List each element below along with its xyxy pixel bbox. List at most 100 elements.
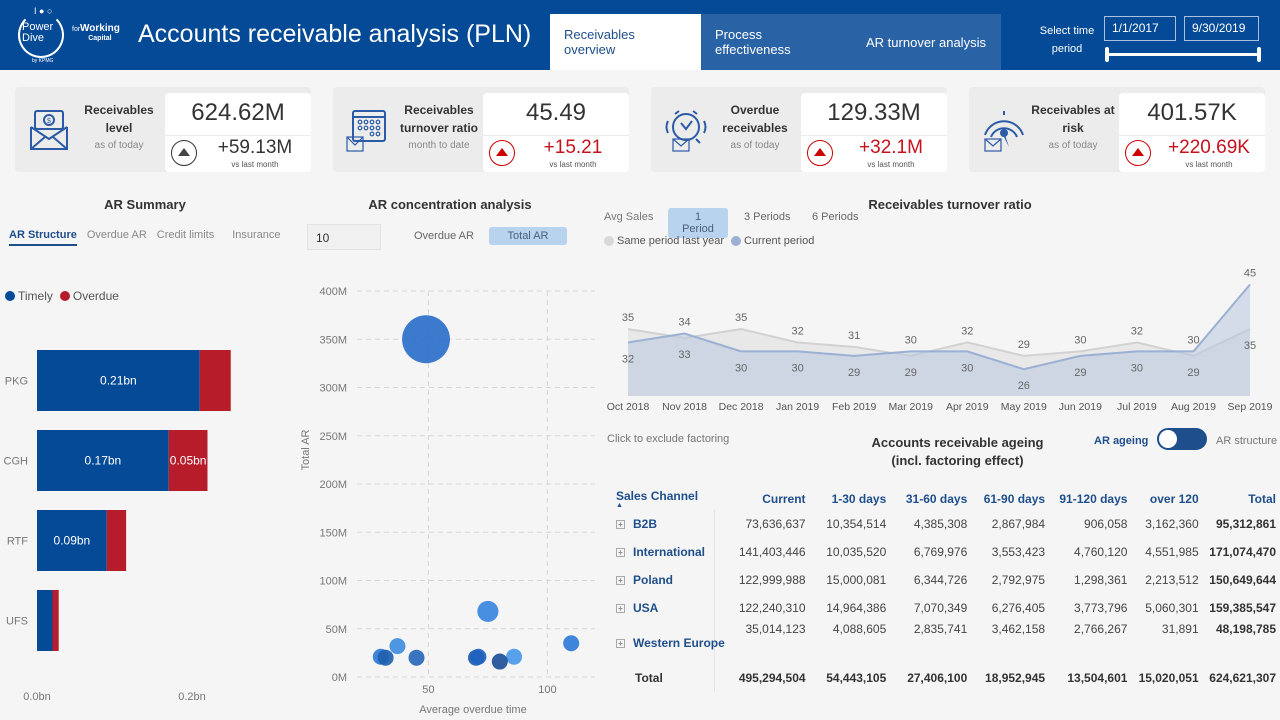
kpi-delta: +32.1M <box>859 137 923 158</box>
bubble-point[interactable] <box>389 638 406 655</box>
sales-channel-label: Poland <box>633 573 674 587</box>
tab-insurance[interactable]: Insurance <box>232 229 281 241</box>
y-tick-label: 0M <box>332 672 347 684</box>
table-row[interactable]: + B2B 73,636,637 10,354,514 4,385,308 2,867,9… <box>612 510 1280 538</box>
overdue-ar-toggle[interactable]: Overdue AR <box>414 230 474 242</box>
expand-row-icon[interactable]: + <box>616 639 625 649</box>
column-header[interactable]: Current <box>762 492 806 506</box>
bar-overdue[interactable] <box>52 590 59 651</box>
legend-last-year-dot <box>604 236 614 246</box>
tab-receivables-overview[interactable]: Receivables overview <box>550 14 701 70</box>
expand-row-icon[interactable]: + <box>616 548 625 558</box>
category-label: UFS <box>6 616 28 628</box>
data-label: 35 <box>622 312 634 324</box>
row-total-cell: 150,649,644 <box>1209 573 1276 587</box>
x-tick-label: 50 <box>422 684 434 696</box>
table-cell: 906,058 <box>1084 517 1128 531</box>
current-line[interactable] <box>627 283 1251 371</box>
bar-data-label: 0.09bn <box>54 534 91 548</box>
ageing-structure-toggle[interactable] <box>1157 428 1207 450</box>
bubble-point[interactable] <box>408 649 425 666</box>
top-n-input[interactable]: 10 <box>307 224 381 250</box>
category-label: CGH <box>4 456 29 468</box>
sales-channel-label: International <box>633 545 706 559</box>
data-label: 32 <box>961 325 973 337</box>
table-cell: 2,213,512 <box>1145 573 1199 587</box>
table-row[interactable]: + Poland 122,999,988 15,000,081 6,344,726 2,7… <box>612 566 1280 594</box>
table-cell: 2,792,975 <box>991 573 1046 587</box>
data-label: 29 <box>1018 339 1030 351</box>
bubble-point[interactable] <box>470 648 487 665</box>
data-label: 35 <box>1244 340 1256 352</box>
table-total-row[interactable]: Total 495,294,504 54,443,105 27,406,100 18,9… <box>612 664 1280 692</box>
expand-row-icon[interactable]: + <box>616 576 625 586</box>
x-tick-label: Jun 2019 <box>1059 401 1102 413</box>
bubble-point[interactable] <box>506 648 523 665</box>
table-cell: 31,891 <box>1161 622 1199 636</box>
expand-row-icon[interactable]: + <box>616 520 625 530</box>
period-3-button[interactable]: 3 Periods <box>744 211 791 223</box>
date-from-input[interactable]: 1/1/2017 <box>1104 16 1176 41</box>
column-header[interactable]: Total <box>1248 492 1276 506</box>
tab-process-effectiveness[interactable]: Process effectiveness <box>701 14 851 70</box>
last-year-line[interactable] <box>627 328 1251 357</box>
bubble-point[interactable] <box>491 653 508 670</box>
bubble-point[interactable] <box>377 649 394 666</box>
bar-timely[interactable] <box>37 590 53 651</box>
bubble-point[interactable] <box>477 600 499 622</box>
table-cell: 15,020,051 <box>1138 671 1199 685</box>
tab-credit-limits[interactable]: Credit limits <box>156 229 215 241</box>
row-total-cell: 171,074,470 <box>1209 545 1276 559</box>
data-label: 29 <box>1187 367 1199 379</box>
row-total-cell: 159,385,547 <box>1209 601 1276 615</box>
table-row[interactable]: + Western Europe 35,014,123 4,088,605 2,835,… <box>612 622 1280 664</box>
expand-row-icon[interactable]: + <box>616 604 625 614</box>
bar-overdue[interactable] <box>168 430 208 491</box>
period-6-button[interactable]: 6 Periods <box>812 211 859 223</box>
column-header[interactable]: 1-30 days <box>831 492 887 506</box>
period-slider-start-handle[interactable] <box>1105 47 1109 62</box>
date-to-input[interactable]: 9/30/2019 <box>1184 16 1259 41</box>
category-label: PKG <box>5 376 28 388</box>
calendar-money-icon <box>346 110 386 152</box>
tab-ar-structure[interactable]: AR Structure <box>9 229 77 246</box>
current-area <box>628 284 1250 396</box>
bubble-point[interactable] <box>402 315 450 364</box>
y-tick-label: 50M <box>326 624 347 636</box>
column-header[interactable]: 91-120 days <box>1059 492 1128 506</box>
period-slider-track[interactable] <box>1107 53 1259 56</box>
column-header[interactable]: 61-90 days <box>983 492 1046 506</box>
table-cell: 14,964,386 <box>826 601 887 615</box>
bar-overdue[interactable] <box>199 350 231 411</box>
ar-summary-tabs: AR Structure Overdue AR Credit limits In… <box>9 229 281 246</box>
kpi-value: 401.57K <box>1119 93 1265 135</box>
bubble-point[interactable] <box>563 635 580 652</box>
exclude-factoring-button[interactable]: Click to exclude factoring <box>607 433 730 445</box>
data-label: 30 <box>1187 334 1199 346</box>
table-row[interactable]: + International 141,403,446 10,035,520 6,769… <box>612 538 1280 566</box>
x-tick-label: Dec 2018 <box>719 401 764 413</box>
sales-channel-label: USA <box>633 601 659 615</box>
period-slider-end-handle[interactable] <box>1257 47 1261 62</box>
kpi-delta: +15.21 <box>543 137 603 158</box>
avg-sales-label: Avg Sales <box>604 211 654 223</box>
table-cell: 6,769,976 <box>913 545 968 559</box>
tab-overdue-ar[interactable]: Overdue AR <box>86 229 147 241</box>
bar-timely[interactable] <box>37 510 107 571</box>
kpi-label: Receivables level <box>84 103 154 135</box>
table-row[interactable]: + USA 122,240,310 14,964,386 7,070,349 6,276,… <box>612 594 1280 622</box>
bar-overdue[interactable] <box>106 510 127 571</box>
column-header-sales-channel[interactable]: Sales Channel ▲ <box>612 488 715 510</box>
data-label: 30 <box>792 362 804 374</box>
table-cell: 3,773,796 <box>1074 601 1128 615</box>
bar-timely[interactable] <box>37 350 200 411</box>
data-label: 30 <box>735 362 747 374</box>
data-label: 30 <box>1131 362 1143 374</box>
period-1-button[interactable]: 1 Period <box>668 208 728 238</box>
data-label: 45 <box>1244 267 1256 279</box>
column-header[interactable]: 31-60 days <box>905 492 968 506</box>
tab-ar-turnover-analysis[interactable]: AR turnover analysis <box>851 14 1001 70</box>
total-ar-toggle[interactable]: Total AR <box>489 227 567 245</box>
bar-timely[interactable] <box>37 430 169 491</box>
column-header[interactable]: over 120 <box>1149 492 1199 506</box>
